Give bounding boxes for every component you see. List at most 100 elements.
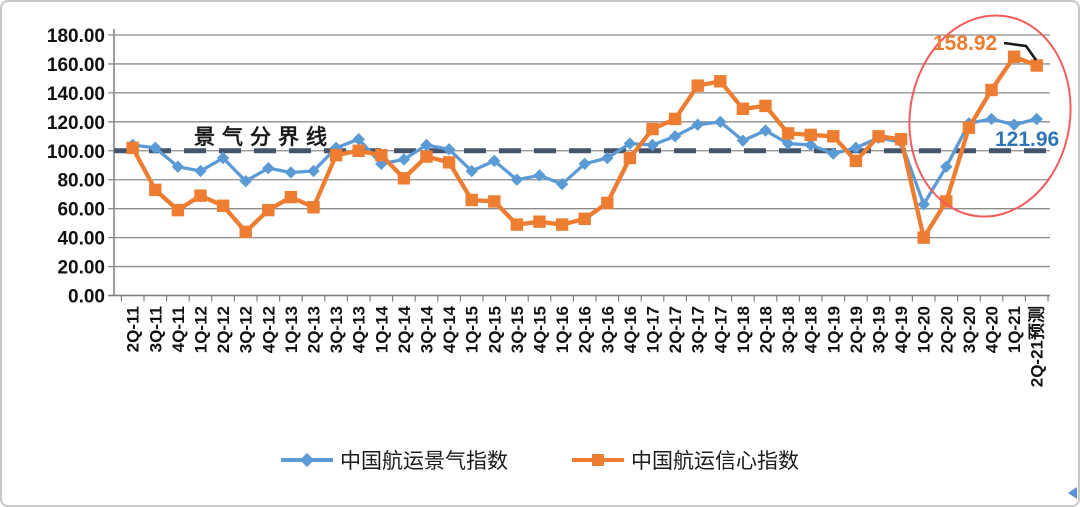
data-point-diamond <box>194 164 207 178</box>
x-axis-tick-label: 2Q-19 <box>847 306 866 353</box>
data-point-diamond <box>691 118 704 131</box>
confidence-index-value-annotation: 158.92 <box>933 32 998 55</box>
y-axis-tick-label: 0.00 <box>68 287 105 308</box>
x-axis-tick-label: 4Q-11 <box>169 306 188 352</box>
data-point-square <box>329 148 343 162</box>
prosperity-index-value-annotation: 121.96 <box>995 128 1060 151</box>
data-point-diamond <box>171 160 185 173</box>
data-point-diamond <box>555 177 569 191</box>
data-point-square <box>623 151 637 165</box>
data-point-square <box>578 212 591 225</box>
x-axis-tick-label: 4Q-14 <box>440 305 459 353</box>
data-point-square <box>668 112 682 126</box>
data-point-square <box>555 218 569 231</box>
data-point-diamond <box>781 137 795 150</box>
data-point-diamond <box>849 141 863 155</box>
data-point-diamond <box>985 112 998 126</box>
y-axis-tick-label: 80.00 <box>57 171 105 192</box>
x-axis-tick-label: 4Q-15 <box>531 306 550 353</box>
x-axis-tick-label: 1Q-17 <box>644 306 663 353</box>
chart-legend: 中国航运景气指数 中国航运信心指数 <box>2 445 1078 475</box>
data-point-diamond <box>804 138 817 152</box>
y-axis-tick-label: 140.00 <box>47 84 105 105</box>
data-point-square <box>488 195 501 208</box>
y-axis-tick-label: 20.00 <box>57 258 105 279</box>
data-point-square <box>781 127 795 140</box>
x-axis-tick-label: 4Q-18 <box>802 306 821 353</box>
data-point-diamond <box>239 174 252 188</box>
highlight-ellipse <box>908 14 1072 218</box>
x-axis-tick-label: 1Q-19 <box>824 306 843 353</box>
data-point-square <box>284 190 298 204</box>
x-axis-tick-label: 2Q-20 <box>937 306 956 353</box>
x-axis-tick-label: 3Q-14 <box>418 305 437 353</box>
data-point-square <box>827 130 840 143</box>
x-axis-tick-label: 2Q-13 <box>305 306 324 353</box>
x-axis-tick-label: 1Q-15 <box>463 306 482 353</box>
data-point-square <box>149 183 162 197</box>
data-point-square <box>533 215 546 228</box>
data-point-square <box>1007 50 1021 63</box>
data-point-diamond <box>736 134 750 147</box>
data-point-diamond <box>442 143 456 156</box>
data-point-square <box>849 154 863 168</box>
y-axis-tick-label: 100.00 <box>47 142 105 163</box>
x-axis-tick-label: 3Q-19 <box>870 306 889 353</box>
legend-item-prosperity-index: 中国航运景气指数 <box>281 445 508 475</box>
data-point-diamond <box>262 161 275 175</box>
data-point-diamond <box>623 137 637 150</box>
data-point-diamond <box>601 151 614 165</box>
data-point-diamond <box>759 124 772 137</box>
x-axis-tick-label: 3Q-20 <box>960 306 979 353</box>
data-point-square <box>465 193 478 207</box>
data-point-square <box>239 225 252 239</box>
y-axis-tick-label: 60.00 <box>57 200 105 221</box>
x-axis-tick-label: 2Q-11 <box>124 306 143 352</box>
x-axis-tick-label: 1Q-13 <box>282 306 301 353</box>
data-point-square <box>126 141 139 155</box>
x-axis-tick-label: 4Q-17 <box>711 306 730 353</box>
x-axis-tick-label: 1Q-12 <box>192 306 211 353</box>
x-axis-tick-label: 3Q-13 <box>327 306 346 353</box>
data-point-square <box>194 189 207 202</box>
data-point-diamond <box>714 115 727 129</box>
y-axis-tick-label: 40.00 <box>57 229 105 250</box>
y-axis-tick-label: 180.00 <box>47 26 105 47</box>
x-axis-tick-label: 3Q-18 <box>779 306 798 353</box>
data-point-diamond <box>668 130 682 143</box>
data-point-square <box>352 144 365 157</box>
data-point-square <box>985 83 998 97</box>
data-point-square <box>646 122 659 136</box>
data-point-square <box>804 128 817 142</box>
annotation-callout-line <box>1003 41 1038 61</box>
data-point-square <box>601 196 614 210</box>
x-axis-tick-label: 2Q-18 <box>757 306 776 353</box>
data-point-square <box>397 172 411 185</box>
x-axis-tick-label: 2Q-14 <box>395 305 414 353</box>
data-point-diamond <box>917 198 930 211</box>
x-axis-tick-label: 3Q-11 <box>146 306 165 352</box>
x-axis-tick-label: 3Q-16 <box>598 306 617 353</box>
benchmark-line-label: 景气分界线 <box>194 126 334 149</box>
data-point-diamond <box>284 166 298 179</box>
y-axis-tick-label: 160.00 <box>47 55 105 76</box>
x-axis-tick-label: 1Q-21 <box>1005 306 1024 353</box>
data-point-diamond <box>940 160 953 173</box>
data-point-diamond <box>307 164 320 178</box>
x-axis-tick-label: 1Q-14 <box>372 305 391 353</box>
data-point-diamond <box>510 173 524 186</box>
x-axis-tick-label: 3Q-17 <box>689 306 708 353</box>
data-point-square <box>262 203 275 217</box>
x-axis-tick-label: 2Q-15 <box>485 306 504 353</box>
data-point-diamond <box>352 133 365 146</box>
data-point-square <box>171 203 185 217</box>
x-axis-tick-label: 1Q-18 <box>734 306 753 353</box>
data-point-diamond <box>216 151 230 165</box>
data-point-diamond <box>488 154 501 168</box>
data-point-diamond <box>1007 118 1021 131</box>
data-point-square <box>216 199 230 212</box>
x-axis-tick-label: 2Q-21预测 <box>1027 306 1047 387</box>
x-axis-tick-label: 4Q-12 <box>259 306 278 353</box>
x-axis-tick-label: 1Q-16 <box>553 306 572 353</box>
